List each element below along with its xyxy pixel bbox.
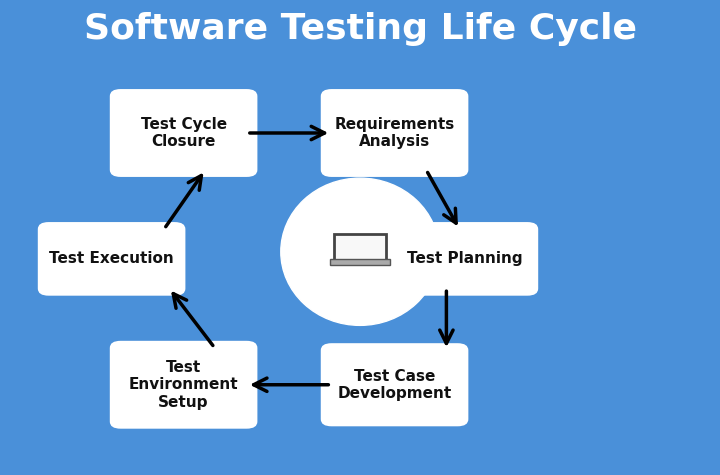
Text: Test Planning: Test Planning: [407, 251, 522, 266]
FancyBboxPatch shape: [38, 222, 186, 295]
Text: Requirements
Analysis: Requirements Analysis: [334, 117, 455, 149]
Text: Software Testing Life Cycle: Software Testing Life Cycle: [84, 11, 636, 46]
Text: Test Execution: Test Execution: [49, 251, 174, 266]
FancyBboxPatch shape: [330, 259, 390, 265]
FancyBboxPatch shape: [334, 234, 386, 260]
Text: Test
Environment
Setup: Test Environment Setup: [129, 360, 238, 409]
FancyBboxPatch shape: [110, 89, 258, 177]
FancyBboxPatch shape: [390, 222, 538, 295]
FancyBboxPatch shape: [321, 343, 468, 427]
FancyBboxPatch shape: [321, 89, 468, 177]
Text: Test Cycle
Closure: Test Cycle Closure: [140, 117, 227, 149]
FancyBboxPatch shape: [110, 341, 258, 428]
Text: Test Case
Development: Test Case Development: [338, 369, 451, 401]
Ellipse shape: [281, 178, 439, 325]
